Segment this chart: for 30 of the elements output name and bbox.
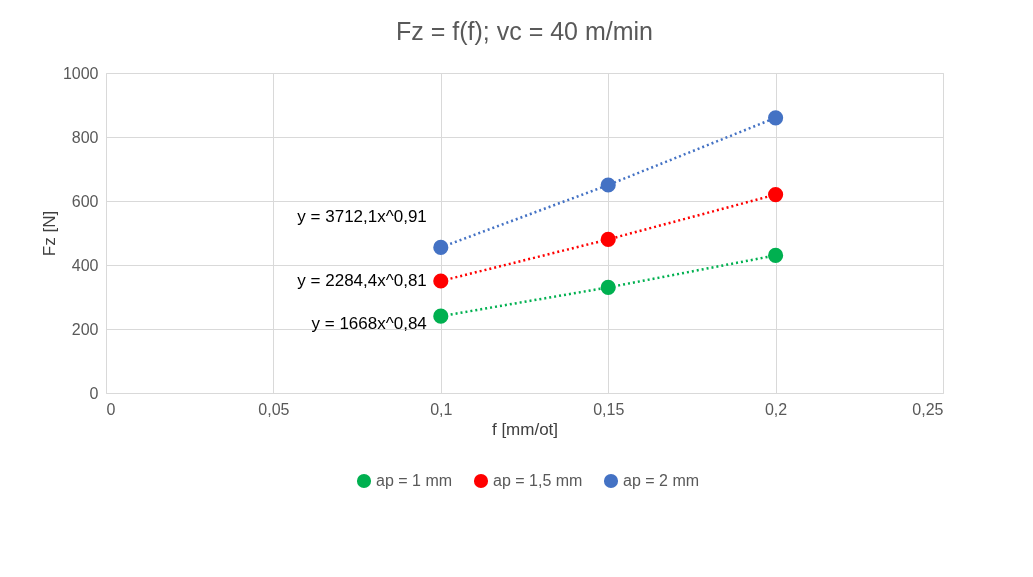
x-tick-label: 0 xyxy=(106,400,116,418)
y-tick-label: 1000 xyxy=(62,64,99,82)
point xyxy=(768,247,784,263)
y-axis-title: Fz [N] xyxy=(39,210,59,257)
legend-label: ap = 2 mm xyxy=(623,472,700,489)
point xyxy=(600,231,616,247)
point xyxy=(600,177,616,193)
x-axis-title: f [mm/ot] xyxy=(491,419,559,439)
x-tick-label: 0,15 xyxy=(593,400,625,418)
annotation: y = 2284,4x^0,81 xyxy=(297,271,427,290)
x-tick-label: 0,1 xyxy=(430,400,453,418)
x-tick-label: 0,25 xyxy=(912,400,944,418)
point xyxy=(433,239,449,255)
point xyxy=(433,273,449,289)
x-tick-label: 0,05 xyxy=(258,400,290,418)
y-tick-label: 400 xyxy=(71,256,99,274)
annotation: y = 3712,1x^0,91 xyxy=(297,207,427,227)
point xyxy=(433,308,449,324)
legend-label: ap = 1 mm xyxy=(376,472,453,489)
y-tick-label: 600 xyxy=(71,192,99,210)
y-tick-label: 800 xyxy=(71,128,99,146)
point xyxy=(768,187,784,203)
legend-label: ap = 1,5 mm xyxy=(493,472,583,489)
y-tick-label: 200 xyxy=(71,320,99,338)
annotation: y = 1668x^0,84 xyxy=(311,314,427,334)
point xyxy=(600,279,616,295)
point xyxy=(768,110,784,126)
x-tick-label: 0,2 xyxy=(764,400,788,418)
chart-title: Fz = f(f); vc = 40 m/min xyxy=(396,17,653,45)
y-tick-label: 0 xyxy=(89,384,99,402)
